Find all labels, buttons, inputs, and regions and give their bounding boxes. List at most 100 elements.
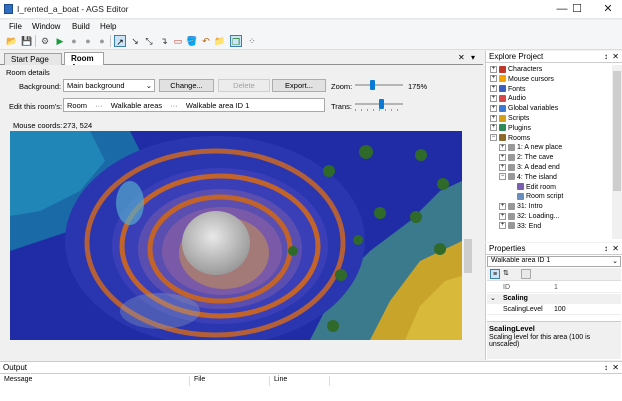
- output-column-message[interactable]: Message: [0, 376, 190, 386]
- toolbar-save-icon[interactable]: 💾: [21, 36, 33, 46]
- toolbar-folder-icon[interactable]: 📁: [214, 36, 226, 46]
- output-column-file[interactable]: File: [190, 376, 270, 386]
- expand-toggle-icon[interactable]: +: [490, 75, 497, 83]
- property-row-scalinglevel[interactable]: ScalingLevel 100: [487, 305, 621, 315]
- transparency-slider[interactable]: [355, 98, 403, 112]
- expand-toggle-icon[interactable]: −: [490, 134, 497, 142]
- tree-item[interactable]: +32: Loading...: [499, 212, 559, 221]
- vertical-scrollbar-thumb[interactable]: [464, 239, 472, 273]
- property-object-select[interactable]: Walkable area ID 1 ⌄: [487, 256, 621, 267]
- delete-button[interactable]: Delete: [218, 79, 270, 92]
- tree-item[interactable]: +1: A new place: [499, 143, 562, 152]
- tree-item[interactable]: + Mouse cursors: [490, 75, 554, 84]
- close-icon[interactable]: ✕: [612, 363, 619, 372]
- property-category-scaling[interactable]: ⌄ Scaling: [487, 294, 621, 304]
- categorized-icon[interactable]: ≡: [490, 269, 500, 279]
- toolbar-copy-icon[interactable]: ❐: [230, 35, 242, 47]
- toolbar-new-icon[interactable]: 📂: [6, 36, 18, 46]
- expand-toggle-icon[interactable]: +: [499, 202, 506, 210]
- toolbar-fill-tool-icon[interactable]: 🪣: [186, 36, 198, 46]
- menu-help[interactable]: Help: [100, 22, 117, 31]
- close-icon[interactable]: ✕: [612, 52, 619, 61]
- expand-toggle-icon[interactable]: +: [490, 85, 497, 93]
- expand-toggle-icon[interactable]: +: [499, 163, 506, 171]
- trans-slider-thumb[interactable]: [379, 99, 384, 109]
- tree-item[interactable]: +2: The cave: [499, 153, 553, 162]
- change-button[interactable]: Change...: [159, 79, 214, 92]
- room-details-label: Room details: [6, 68, 50, 77]
- toolbar-run-icon[interactable]: ▶: [56, 36, 64, 46]
- pin-icon[interactable]: ↕: [604, 52, 608, 61]
- tree-item[interactable]: Room script: [508, 192, 563, 201]
- expand-toggle-icon[interactable]: +: [499, 212, 506, 220]
- expand-toggle-icon[interactable]: +: [490, 114, 497, 122]
- expand-toggle-icon[interactable]: +: [499, 144, 506, 152]
- menu-file[interactable]: File: [9, 22, 22, 31]
- toolbar-rectangle-tool-icon[interactable]: ▭: [173, 36, 183, 46]
- tab-menu-icon[interactable]: ▾: [471, 53, 476, 62]
- toolbar-freehand-tool-icon[interactable]: ↴: [160, 36, 168, 46]
- tree-item[interactable]: + Fonts: [490, 85, 526, 94]
- tab-room-4[interactable]: Room 4: [64, 52, 104, 72]
- output-column-line[interactable]: Line: [270, 376, 330, 386]
- property-row-id[interactable]: ID 1: [487, 283, 621, 293]
- property-pages-icon[interactable]: [521, 269, 531, 279]
- tree-item[interactable]: +31: Intro: [499, 202, 543, 211]
- tree-item[interactable]: − 4: The island: [499, 173, 557, 182]
- expand-toggle-icon[interactable]: −: [499, 173, 506, 181]
- pin-icon[interactable]: ↕: [604, 363, 608, 372]
- breadcrumb-walkable-areas[interactable]: Walkable areas: [110, 101, 163, 110]
- toolbar-settings-icon[interactable]: ⚙: [40, 36, 50, 46]
- expand-toggle-icon[interactable]: +: [490, 104, 497, 112]
- zoom-slider-thumb[interactable]: [370, 80, 375, 90]
- tree-item-label: Global variables: [508, 105, 559, 113]
- expand-toggle-icon[interactable]: +: [490, 95, 497, 103]
- tree-scrollbar[interactable]: [612, 65, 622, 239]
- toolbar-undo-icon[interactable]: ↶: [202, 36, 210, 46]
- breadcrumb-walkable-area-id[interactable]: Walkable area ID 1: [185, 101, 250, 110]
- tab-start-page[interactable]: Start Page: [4, 53, 62, 65]
- property-value[interactable]: 100: [554, 306, 566, 313]
- canvas-horizontal-scrollbar[interactable]: [10, 340, 462, 350]
- tab-close-icon[interactable]: ✕: [458, 53, 465, 62]
- tree-item[interactable]: + Characters: [490, 65, 542, 74]
- menu-build[interactable]: Build: [72, 22, 90, 31]
- edit-layer-breadcrumb[interactable]: Room ··· Walkable areas ··· Walkable are…: [63, 98, 325, 112]
- menu-window[interactable]: Window: [32, 22, 61, 31]
- close-button[interactable]: ✕: [603, 3, 613, 15]
- alphabetical-icon[interactable]: ⇅: [503, 270, 509, 277]
- tree-item[interactable]: + Audio: [490, 94, 526, 103]
- toolbar-zoom-icon[interactable]: ⁘: [248, 36, 256, 46]
- room-background-image: [10, 131, 462, 340]
- toolbar-step-icon[interactable]: ●: [85, 36, 91, 46]
- expand-toggle-icon[interactable]: +: [490, 65, 497, 73]
- export-button[interactable]: Export...: [272, 79, 326, 92]
- expand-toggle-icon[interactable]: +: [499, 153, 506, 161]
- tree-item[interactable]: + Scripts: [490, 114, 529, 123]
- toolbar-stop-icon[interactable]: ●: [71, 36, 77, 46]
- minimize-button[interactable]: —: [556, 3, 568, 15]
- zoom-slider[interactable]: [355, 79, 403, 91]
- toolbar-line-tool-icon[interactable]: ⤡: [145, 36, 153, 46]
- background-select[interactable]: Main background ⌄: [63, 79, 155, 92]
- room-canvas[interactable]: [10, 131, 462, 340]
- tree-item[interactable]: +3: A dead end: [499, 163, 560, 172]
- tree-item[interactable]: − Rooms: [490, 134, 530, 143]
- expand-toggle-icon[interactable]: +: [499, 222, 506, 230]
- tree-item[interactable]: + Plugins: [490, 124, 531, 133]
- pin-icon[interactable]: ↕: [604, 244, 608, 253]
- expand-toggle-icon[interactable]: +: [490, 124, 497, 132]
- toolbar-select-tool-icon[interactable]: ↗: [114, 35, 126, 47]
- toolbar-arrow-tool-icon[interactable]: ↘: [131, 36, 139, 46]
- tree-scrollbar-thumb[interactable]: [613, 71, 621, 191]
- collapse-icon[interactable]: ⌄: [490, 295, 496, 302]
- toolbar-pause-icon[interactable]: ●: [99, 36, 105, 46]
- tree-item[interactable]: Edit room: [508, 183, 556, 192]
- tree-item[interactable]: + Global variables: [490, 104, 558, 113]
- close-icon[interactable]: ✕: [612, 244, 619, 253]
- canvas-vertical-scrollbar[interactable]: [462, 131, 474, 340]
- tree-item[interactable]: +33: End: [499, 222, 541, 231]
- breadcrumb-room[interactable]: Room: [67, 101, 88, 110]
- output-panel: Output ↕ ✕: [0, 361, 622, 401]
- maximize-button[interactable]: ☐: [572, 3, 582, 15]
